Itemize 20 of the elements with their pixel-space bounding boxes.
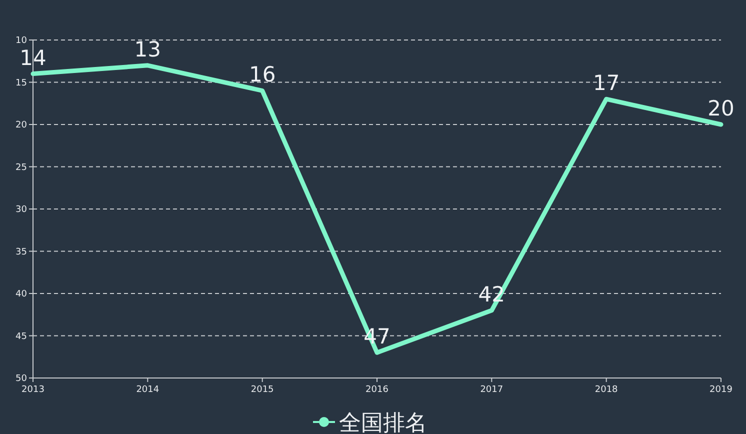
data-label: 20 — [708, 96, 734, 120]
x-tick-label: 2019 — [710, 385, 733, 395]
y-tick-label: 45 — [16, 332, 27, 342]
x-tick-label: 2015 — [250, 385, 274, 395]
y-tick-label: 15 — [16, 78, 27, 88]
y-tick-label: 30 — [16, 205, 28, 215]
y-tick-label: 20 — [16, 120, 28, 130]
x-tick-label: 2016 — [366, 385, 389, 395]
data-label: 13 — [134, 37, 162, 62]
x-tick-label: 2018 — [594, 385, 618, 395]
y-tick-label: 50 — [16, 374, 28, 384]
data-label: 16 — [248, 62, 276, 87]
x-tick-label: 2014 — [136, 385, 160, 395]
y-tick-label: 35 — [16, 247, 27, 258]
x-tick-label: 2013 — [22, 385, 44, 395]
y-tick-label: 40 — [16, 290, 28, 300]
legend-label: 全国排名 — [339, 411, 427, 434]
x-tick-label: 2017 — [480, 385, 504, 395]
y-tick-label: 25 — [16, 162, 27, 173]
y-tick-label: 10 — [16, 36, 28, 46]
